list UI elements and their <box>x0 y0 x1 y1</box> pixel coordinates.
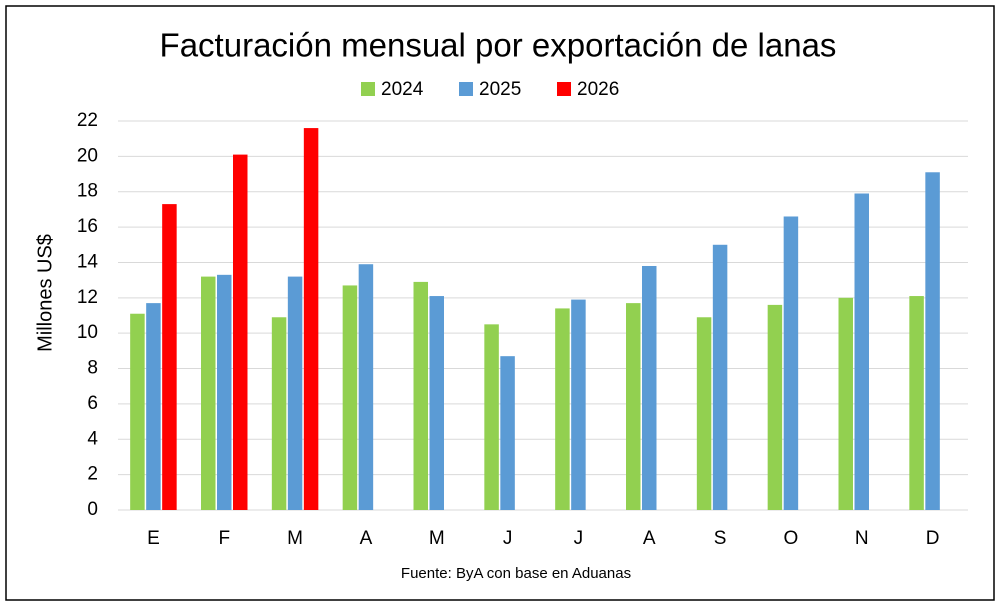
bar <box>767 304 783 510</box>
bar <box>925 172 940 510</box>
x-tick-label: N <box>855 528 869 549</box>
y-tick-label: 8 <box>87 358 98 379</box>
x-tick-label: J <box>503 528 513 549</box>
bar <box>287 276 303 510</box>
legend-label: 2024 <box>381 79 424 100</box>
bar <box>909 296 924 510</box>
x-tick-label: A <box>643 528 656 549</box>
bar <box>146 303 161 510</box>
bar <box>854 193 869 510</box>
y-tick-label: 22 <box>77 110 98 131</box>
x-tick-label: A <box>360 528 373 549</box>
bar <box>130 313 145 510</box>
x-tick-label: E <box>147 528 160 549</box>
bar <box>838 297 853 510</box>
bar <box>162 204 177 510</box>
y-tick-label: 14 <box>77 251 99 272</box>
bar <box>500 356 515 510</box>
bar <box>201 276 216 510</box>
bar <box>413 281 428 510</box>
x-tick-label: S <box>714 528 727 549</box>
x-tick-label: O <box>784 528 799 549</box>
bar <box>303 128 319 510</box>
legend-swatch <box>557 82 571 96</box>
bar <box>484 324 499 510</box>
legend-label: 2025 <box>479 79 521 100</box>
y-tick-label: 20 <box>77 145 98 166</box>
chart-title: Facturación mensual por exportación de l… <box>160 27 837 64</box>
legend-swatch <box>361 82 375 96</box>
bar <box>217 274 232 510</box>
x-tick-label: D <box>926 528 940 549</box>
y-tick-label: 12 <box>77 287 98 308</box>
y-tick-label: 4 <box>87 428 98 449</box>
bar <box>271 317 287 510</box>
bar <box>626 303 641 510</box>
bar <box>696 317 712 510</box>
bar <box>783 216 799 510</box>
x-tick-label: J <box>574 528 584 549</box>
y-axis-label: Millones US$ <box>34 234 56 352</box>
x-tick-label: M <box>287 528 303 549</box>
y-tick-label: 16 <box>77 216 98 237</box>
bar <box>358 264 374 510</box>
y-tick-label: 6 <box>87 393 98 414</box>
source-note: Fuente: ByA con base en Aduanas <box>401 565 631 582</box>
bar <box>642 265 657 510</box>
y-tick-label: 2 <box>87 464 98 485</box>
legend-swatch <box>459 82 473 96</box>
y-tick-label: 0 <box>87 499 98 520</box>
bar <box>233 154 248 510</box>
bar <box>555 308 570 510</box>
y-tick-label: 10 <box>77 322 98 343</box>
bar <box>429 296 444 510</box>
bar <box>712 244 728 511</box>
x-tick-label: M <box>429 528 445 549</box>
y-tick-label: 18 <box>77 181 98 202</box>
bar <box>342 285 358 510</box>
legend-label: 2026 <box>577 79 619 100</box>
x-tick-label: F <box>218 528 230 549</box>
bar <box>571 299 586 510</box>
